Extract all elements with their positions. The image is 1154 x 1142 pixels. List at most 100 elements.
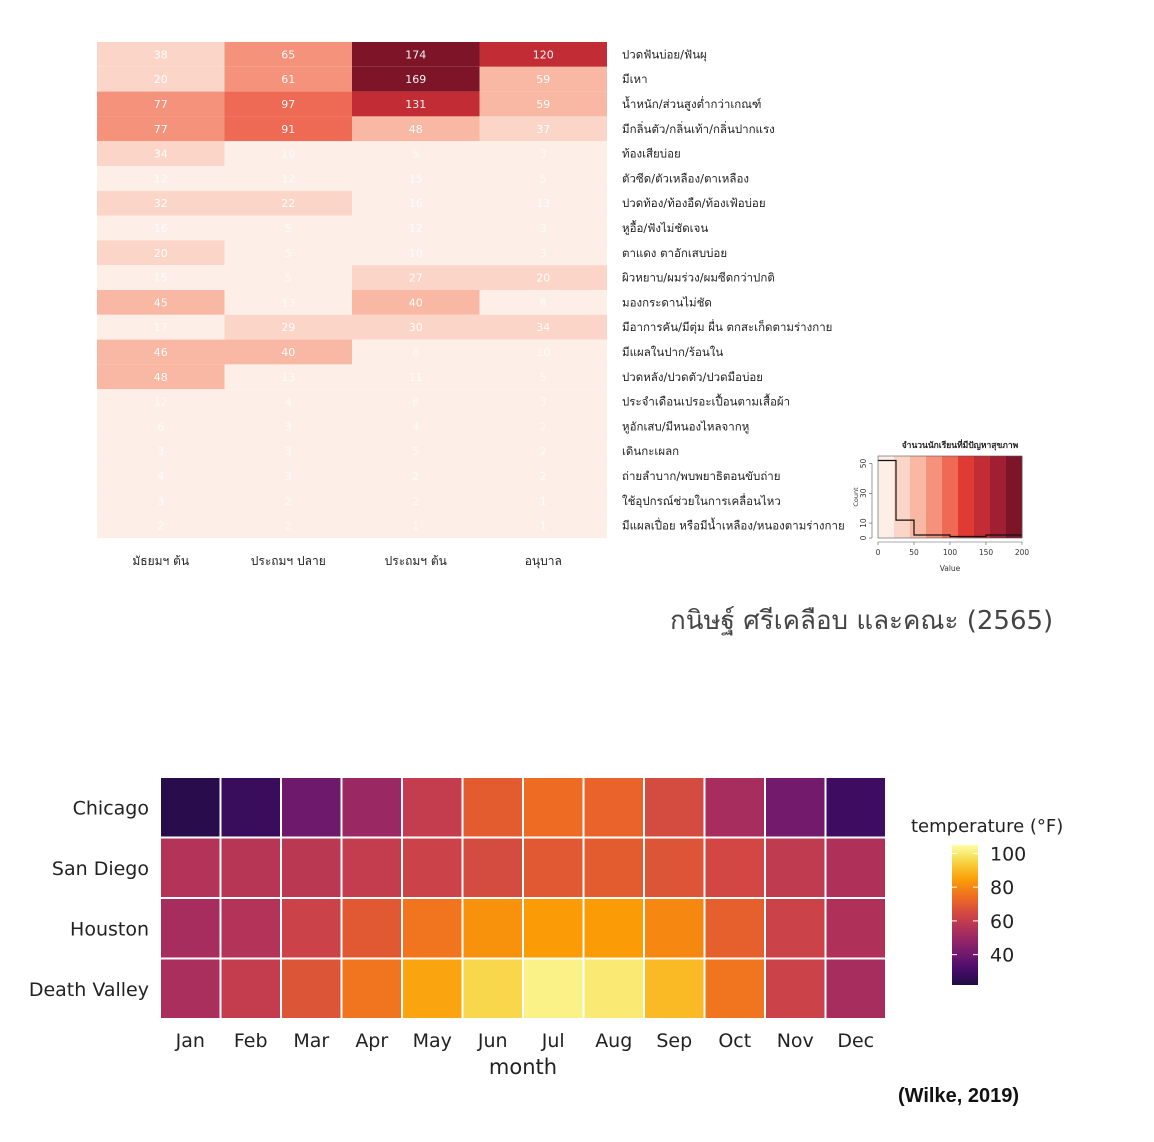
cell-value-label: 1	[540, 495, 547, 508]
heatmap-cell	[342, 838, 401, 897]
heatmap-cell	[479, 265, 607, 290]
heatmap-cell	[342, 899, 401, 958]
heatmap-cell	[463, 899, 522, 958]
heatmap-cell	[352, 215, 480, 241]
column-label: ประถมฯ ปลาย	[251, 554, 326, 568]
heatmap-cell	[97, 91, 225, 117]
cell-value-label: 3	[540, 148, 547, 161]
cell-value-label: 29	[281, 321, 295, 334]
heatmap-cell	[224, 414, 352, 439]
row-label: ตาแดง ตาอักเสบบ่อย	[622, 246, 727, 260]
row-label: ตัวซีด/ตัวเหลือง/ตาเหลือง	[622, 171, 749, 185]
heatmap-cell	[479, 116, 607, 142]
cell-value-label: 48	[154, 371, 168, 384]
heatmap-cell	[224, 215, 352, 241]
cell-value-label: 1	[412, 520, 419, 533]
heatmap-cell	[403, 778, 462, 837]
cell-value-label: 174	[405, 48, 426, 61]
column-label: Sep	[656, 1030, 692, 1052]
cell-value-label: 17	[154, 321, 168, 334]
cell-value-label: 11	[409, 371, 423, 384]
cell-value-label: 37	[536, 123, 550, 136]
heatmap-cell	[479, 166, 607, 191]
heatmap-cell	[282, 899, 341, 958]
legend-tick-label: 40	[990, 945, 1014, 967]
heatmap-cell	[352, 339, 480, 365]
cell-value-label: 16	[409, 197, 423, 210]
heatmap-cell	[97, 166, 225, 191]
heatmap-cell	[282, 959, 341, 1018]
heatmap-cell	[584, 778, 643, 837]
cell-value-label: 61	[281, 73, 295, 86]
cell-value-label: 16	[154, 222, 168, 235]
heatmap-cell	[352, 166, 480, 191]
heatmap-cell	[224, 66, 352, 92]
heatmap-cell	[224, 116, 352, 142]
column-label: Apr	[355, 1030, 388, 1052]
cell-value-label: 2	[540, 445, 547, 458]
heatmap-cell	[826, 899, 885, 958]
heatmap-cell	[97, 240, 225, 266]
cell-value-label: 12	[281, 172, 295, 185]
legend-color-swatch	[1006, 456, 1023, 538]
heatmap-cell	[352, 190, 480, 216]
heatmap-cell	[352, 488, 480, 514]
cell-value-label: 15	[409, 172, 423, 185]
heatmap-cell	[342, 778, 401, 837]
row-label: Chicago	[73, 797, 149, 819]
heatmap-cell	[224, 463, 352, 489]
heatmap-cell	[352, 116, 480, 142]
heatmap-cell	[479, 389, 607, 414]
cell-value-label: 2	[540, 470, 547, 483]
heatmap-cell	[224, 513, 352, 538]
color-legend: temperature (°F) 40 60 80 100	[911, 816, 1063, 985]
cell-value-label: 59	[536, 98, 550, 111]
heatmap-cell	[766, 838, 825, 897]
cell-value-label: 12	[154, 396, 168, 409]
heatmap-cell	[826, 778, 885, 837]
heatmap-cell	[224, 314, 352, 340]
cell-value-label: 3	[540, 396, 547, 409]
cell-value-label: 20	[536, 272, 550, 285]
row-label: San Diego	[52, 858, 149, 880]
column-labels: Jan Feb Mar Apr May Jun Jul Aug Sep Oct Nov Dec	[175, 1030, 875, 1052]
legend-histogram-line	[878, 459, 1022, 538]
heatmap-cell	[645, 838, 704, 897]
heatmap-cell	[524, 778, 583, 837]
heatmap-cell	[463, 959, 522, 1018]
heatmap-cell	[766, 959, 825, 1018]
heatmap-cell	[161, 899, 220, 958]
legend-title: temperature (°F)	[911, 816, 1063, 837]
legend-title: จำนวนนักเรียนที่มีปัญหาสุขภาพ	[902, 438, 1019, 451]
heatmap-cell	[826, 838, 885, 897]
legend-x-label: Value	[940, 564, 961, 573]
legend-x-tick-label: 0	[876, 548, 881, 557]
cell-value-label: 27	[409, 272, 423, 285]
heatmap-cell	[97, 389, 225, 414]
heatmap-cell	[352, 265, 480, 290]
heatmap-cell	[584, 959, 643, 1018]
cell-value-label: 8	[540, 296, 547, 309]
heatmap-cell	[224, 265, 352, 290]
heatmap-cell	[224, 166, 352, 191]
cell-value-label: 20	[154, 247, 168, 260]
column-label: Jul	[541, 1030, 565, 1052]
row-labels: ปวดฟันบ่อย/ฟันผุมีเหาน้ำหนัก/ส่วนสูงต่ำก…	[622, 47, 845, 532]
row-label: ปวดท้อง/ท้องอืด/ท้องเฟ้อบ่อย	[622, 196, 766, 210]
cell-value-label: 30	[409, 321, 423, 334]
cell-value-label: 5	[285, 247, 292, 260]
row-label: ท้องเสียบ่อย	[622, 147, 681, 161]
cell-value-label: 46	[154, 346, 168, 359]
heatmap-cell	[97, 215, 225, 241]
heatmap-cell	[352, 91, 480, 117]
heatmap-cell	[479, 438, 607, 464]
legend-tick-label: 100	[990, 843, 1026, 865]
heatmap-cell	[97, 141, 225, 166]
cell-value-label: 13	[536, 197, 550, 210]
cell-value-label: 5	[540, 371, 547, 384]
legend-color-swatch	[910, 456, 927, 538]
heatmap-cell	[479, 240, 607, 266]
heatmap-cell	[221, 838, 280, 897]
